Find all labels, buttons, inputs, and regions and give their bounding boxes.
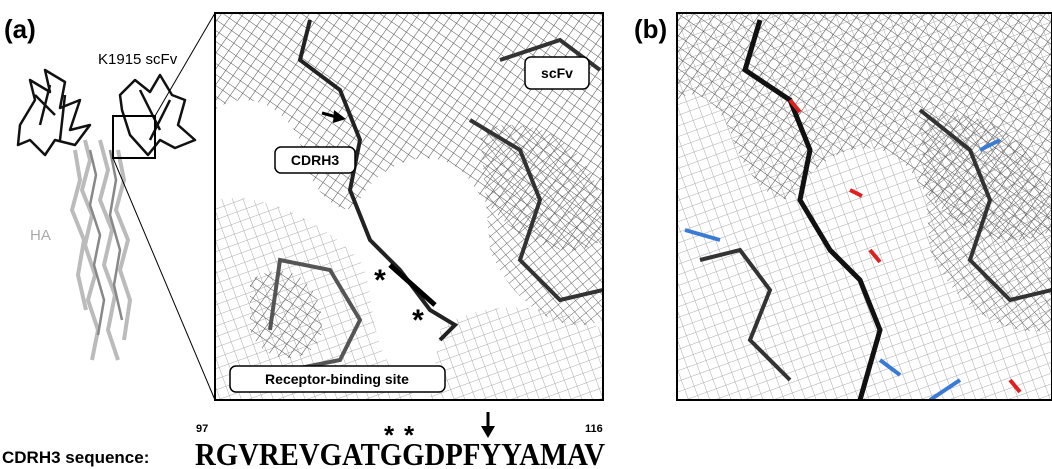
- panel-b-frame: [676, 12, 1052, 401]
- sequence-residues: RGVREVGATGGDPFYYAMAV: [195, 436, 605, 469]
- overview-structure: [16, 68, 197, 361]
- sequence-end: 116: [585, 423, 603, 435]
- antigen-label: HA: [30, 227, 51, 244]
- zoom-label: scFv: [541, 65, 573, 81]
- sequence-start: 97: [196, 423, 208, 435]
- zoom-label: Receptor-binding site: [265, 371, 409, 387]
- marker: *: [412, 304, 424, 337]
- sequence-arrowhead: [481, 426, 495, 438]
- panel-label: (a): [4, 14, 36, 44]
- sequence-marker: *: [384, 420, 395, 450]
- antibody-label: K1915 scFv: [98, 51, 178, 68]
- label-box: [524, 56, 590, 90]
- arrowhead: [333, 110, 346, 123]
- map-panel-b: [677, 13, 1052, 400]
- label-box: [229, 365, 446, 393]
- zoom-label: CDRH3: [291, 152, 339, 168]
- sequence-caption: CDRH3 sequence:: [2, 448, 149, 467]
- marker: *: [374, 264, 386, 297]
- label-box: [274, 146, 356, 174]
- sequence-marker: *: [404, 420, 415, 450]
- zoom-connector: [112, 157, 216, 401]
- zoom-region: [112, 115, 156, 159]
- zoom-frame: [214, 12, 604, 401]
- panel-label: (b): [634, 14, 667, 44]
- zoom-connector: [154, 12, 216, 117]
